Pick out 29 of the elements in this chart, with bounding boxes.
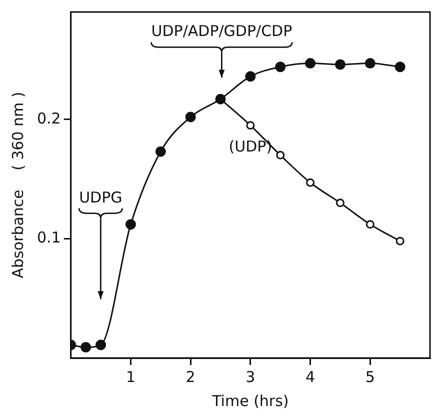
point [336, 198, 344, 208]
y-axis-title: Absorbance ( 360 nm ) [8, 92, 27, 278]
point [80, 342, 92, 353]
point [364, 58, 376, 69]
y-tick-label: 0.1 [36, 228, 61, 247]
point [155, 146, 166, 157]
point [305, 58, 316, 69]
x-tick-label: 5 [365, 368, 375, 386]
x-tick-label: 2 [186, 368, 196, 386]
point [245, 71, 256, 82]
point [306, 178, 315, 187]
point [246, 121, 255, 130]
point [275, 62, 286, 72]
point [334, 59, 346, 70]
annotation: UDPG [79, 188, 122, 206]
x-tick-label: 1 [126, 368, 136, 386]
point [96, 340, 106, 350]
x-tick-label: 3 [246, 368, 256, 386]
point [276, 150, 285, 160]
annotation: UDP/ADP/GDP/CDP [151, 22, 292, 40]
point [396, 236, 404, 246]
series-label: (UDP) [228, 137, 272, 156]
y-tick-label: 0.2 [36, 109, 61, 128]
x-tick-label: 4 [306, 368, 316, 386]
point [394, 62, 406, 72]
x-axis-title: Time (hrs) [211, 392, 289, 410]
point [366, 220, 374, 229]
point [185, 112, 196, 122]
point [125, 219, 136, 230]
